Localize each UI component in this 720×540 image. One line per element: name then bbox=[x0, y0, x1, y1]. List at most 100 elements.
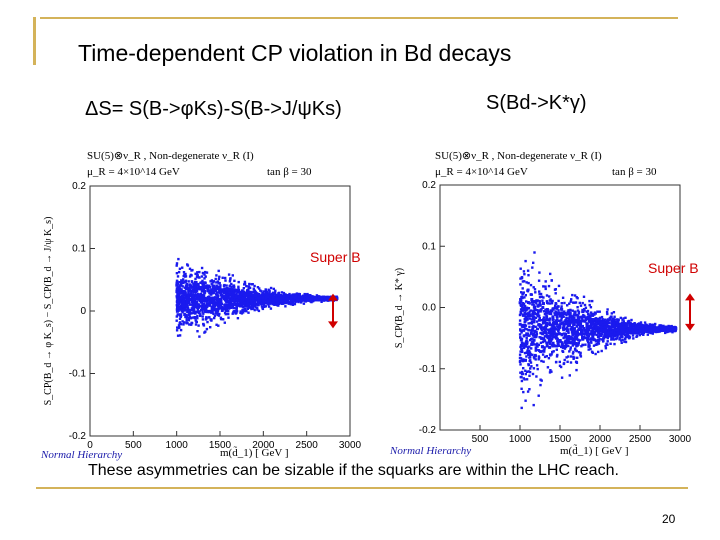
scatter-point bbox=[220, 293, 224, 297]
scatter-point bbox=[541, 332, 545, 336]
scatter-point bbox=[530, 342, 534, 346]
scatter-point bbox=[553, 322, 557, 326]
scatter-point bbox=[563, 347, 567, 350]
scatter-point bbox=[249, 291, 253, 295]
scatter-point bbox=[641, 329, 645, 333]
scatter-point bbox=[576, 331, 579, 335]
scatter-point bbox=[239, 311, 242, 314]
scatter-point bbox=[203, 290, 207, 294]
scatter-point bbox=[569, 300, 572, 303]
scatter-point bbox=[616, 318, 619, 321]
scatter-point bbox=[250, 306, 253, 310]
scatter-point bbox=[217, 277, 221, 281]
scatter-point bbox=[581, 310, 584, 314]
scatter-point bbox=[631, 330, 635, 334]
scatter-point bbox=[549, 369, 552, 372]
arrow-head-down bbox=[685, 323, 695, 331]
scatter-point bbox=[543, 313, 547, 316]
scatter-point bbox=[575, 336, 579, 340]
scatter-point bbox=[534, 343, 538, 346]
scatter-point bbox=[531, 372, 535, 376]
scatter-point bbox=[202, 303, 206, 307]
scatter-point bbox=[576, 356, 579, 359]
scatter-point bbox=[253, 302, 257, 306]
scatter-point bbox=[524, 372, 527, 376]
scatter-point bbox=[674, 328, 677, 332]
scatter-point bbox=[548, 322, 552, 325]
scatter-point bbox=[236, 317, 240, 320]
scatter-point bbox=[579, 319, 583, 323]
scatter-point bbox=[279, 294, 283, 297]
scatter-point bbox=[222, 288, 226, 292]
scatter-point bbox=[571, 344, 574, 347]
scatter-point bbox=[202, 322, 205, 326]
scatter-point bbox=[597, 330, 601, 334]
scatter-point bbox=[208, 299, 212, 303]
scatter-point bbox=[206, 296, 210, 299]
scatter-point bbox=[237, 302, 241, 306]
scatter-point bbox=[523, 344, 526, 348]
y-axis-label: S_CP(B_d → K* γ) bbox=[394, 268, 405, 348]
scatter-point bbox=[177, 270, 181, 274]
scatter-point bbox=[572, 323, 576, 327]
scatter-point bbox=[536, 327, 539, 331]
scatter-point bbox=[243, 280, 247, 284]
scatter-point bbox=[199, 308, 203, 312]
scatter-point bbox=[555, 348, 558, 351]
scatter-point bbox=[540, 295, 544, 298]
scatter-point bbox=[180, 301, 183, 304]
scatter-point bbox=[628, 325, 632, 329]
scatter-point bbox=[588, 303, 591, 307]
scatter-point bbox=[562, 362, 566, 365]
scatter-point bbox=[262, 299, 266, 303]
scatter-point bbox=[251, 297, 255, 301]
scatter-point bbox=[566, 328, 570, 332]
scatter-point bbox=[540, 326, 543, 329]
scatter-point bbox=[582, 327, 586, 330]
scatter-point bbox=[225, 287, 229, 290]
scatter-point bbox=[528, 374, 531, 377]
scatter-point bbox=[519, 298, 523, 301]
scatter-point bbox=[191, 268, 194, 272]
scatter-point bbox=[570, 317, 574, 321]
y-tick-label: 0 bbox=[80, 306, 86, 317]
scatter-point bbox=[556, 341, 560, 344]
scatter-point bbox=[525, 300, 528, 303]
scatter-point bbox=[548, 311, 552, 315]
scatter-point bbox=[526, 332, 530, 335]
scatter-point bbox=[569, 346, 572, 349]
scatter-point bbox=[282, 291, 286, 295]
scatter-point bbox=[233, 279, 236, 282]
plot-header-line1: SU(5)⊗ν_R , Non-degenerate ν_R (I) bbox=[87, 150, 254, 162]
scatter-point bbox=[524, 327, 527, 330]
scatter-point bbox=[548, 335, 552, 339]
scatter-point bbox=[524, 308, 528, 312]
scatter-point bbox=[558, 332, 561, 336]
scatter-point bbox=[532, 286, 535, 289]
scatter-point bbox=[259, 289, 262, 292]
scatter-point bbox=[530, 298, 534, 301]
scatter-point bbox=[238, 304, 242, 308]
scatter-point bbox=[195, 320, 198, 324]
scatter-point bbox=[184, 299, 187, 303]
scatter-point bbox=[600, 328, 604, 332]
scatter-point bbox=[594, 312, 597, 315]
scatter-point bbox=[203, 331, 206, 334]
scatter-point bbox=[595, 328, 599, 332]
scatter-point bbox=[231, 306, 234, 309]
scatter-point bbox=[541, 306, 545, 309]
scatter-point bbox=[590, 321, 594, 325]
scatter-point bbox=[610, 338, 613, 341]
scatter-point bbox=[545, 316, 549, 320]
scatter-point bbox=[178, 306, 182, 310]
scatter-point bbox=[200, 306, 204, 310]
scatter-point bbox=[289, 299, 293, 303]
scatter-point bbox=[269, 301, 273, 305]
scatter-point bbox=[263, 305, 266, 308]
scatter-point bbox=[297, 300, 300, 304]
x-axis-label: m(d̃_1) [ GeV ] bbox=[560, 443, 629, 457]
scatter-point bbox=[558, 314, 562, 318]
scatter-point bbox=[196, 271, 199, 274]
scatter-point bbox=[563, 358, 566, 362]
scatter-point bbox=[522, 346, 526, 350]
